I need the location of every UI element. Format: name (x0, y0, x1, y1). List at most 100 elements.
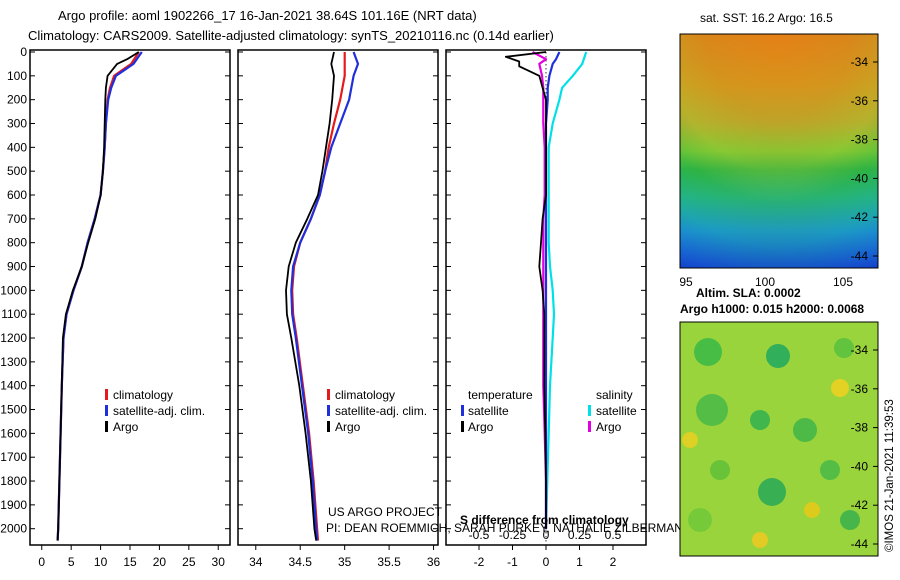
temperature-tick-label: 5 (68, 555, 75, 569)
difference-t-tick-label: -1 (507, 555, 518, 569)
legend-header-temperature: temperature (468, 388, 533, 402)
map-lon-label: 95 (679, 275, 693, 289)
depth-tick-label: 300 (7, 117, 27, 131)
map-lon-label: 105 (833, 275, 853, 289)
temp-line-climatology (56, 51, 140, 541)
difference-s-tick-label: -0.25 (499, 528, 527, 542)
map-lat-label: -42 (851, 498, 869, 512)
sst-map-axes: -34 -36 -38 -40 -42 -44 95 100 105 (679, 55, 878, 289)
depth-tick-label: 200 (7, 93, 27, 107)
sla-map-title: Altim. SLA: 0.0002 (696, 286, 801, 300)
depth-tick-label: 1000 (0, 283, 27, 297)
depth-tick-label: 1100 (1, 307, 27, 321)
map-lon-label: 100 (755, 275, 775, 289)
depth-tick-label: 500 (7, 164, 27, 178)
diff-line-s-argo (532, 51, 548, 529)
map-lat-label: -36 (851, 94, 869, 108)
legend-swatch-climatology (327, 389, 330, 400)
legend-label-satellite-adj: satellite-adj. clim. (335, 404, 427, 418)
difference-title: S difference from climatology (460, 513, 629, 527)
sst-map (679, 33, 879, 269)
depth-axis: 0 100 200 300 400 500 600 700 800 900 1000 1100 1200… (0, 45, 646, 536)
depth-tick-label: 1200 (0, 331, 27, 345)
legend-label-t-argo: Argo (468, 420, 494, 434)
legend-swatch-satellite-adj (327, 405, 330, 416)
legend-swatch-s-argo (588, 421, 591, 432)
difference-series (504, 51, 588, 529)
sla-map (679, 321, 879, 557)
legend-header-salinity: salinity (596, 388, 633, 402)
legend-label-climatology: climatology (113, 388, 173, 402)
legend-label-t-satellite: satellite (468, 404, 509, 418)
legend-swatch-satellite-adj (105, 405, 108, 416)
salinity-series (285, 51, 360, 541)
depth-tick-label: 1600 (0, 426, 27, 440)
difference-s-tick-label: 0.25 (568, 528, 592, 542)
depth-tick-label: 400 (7, 140, 27, 154)
salinity-tick-label: 35.5 (377, 555, 401, 569)
legend-label-s-argo: Argo (596, 420, 622, 434)
depth-tick-label: 2000 (0, 522, 27, 536)
legend-swatch-climatology (105, 389, 108, 400)
title-line-2: Climatology: CARS2009. Satellite-adjuste… (28, 28, 554, 43)
temperature-axis: 0 5 10 15 20 25 30 (38, 545, 225, 569)
legend-swatch-argo (105, 421, 108, 432)
temp-line-argo (56, 51, 140, 541)
sst-map-title: sat. SST: 16.2 Argo: 16.5 (700, 11, 833, 25)
depth-tick-label: 100 (7, 69, 27, 83)
salinity-tick-label: 36 (427, 555, 441, 569)
temperature-tick-label: 15 (123, 555, 137, 569)
legend-swatch-s-satellite (588, 405, 591, 416)
diff-line-t-argo (504, 51, 547, 529)
map-lat-label: -34 (851, 55, 869, 69)
sla-map-axes: -34 -36 -38 -40 -42 -44 (851, 343, 878, 551)
salinity-panel-frame (237, 49, 439, 546)
difference-t-tick-label: -2 (474, 555, 485, 569)
salinity-axis: 34 34.5 35 35.5 36 (249, 545, 441, 569)
temperature-tick-label: 20 (153, 555, 167, 569)
map-lat-label: -36 (851, 382, 869, 396)
depth-tick-label: 900 (7, 260, 27, 274)
salinity-tick-label: 34.5 (289, 555, 313, 569)
temperature-legend: climatology satellite-adj. clim. Argo (105, 388, 205, 434)
legend-label-s-satellite: satellite (596, 404, 637, 418)
difference-t-tick-label: 0 (543, 555, 550, 569)
temperature-series (56, 51, 143, 541)
map-lat-label: -38 (851, 421, 869, 435)
pi-credit: PI: DEAN ROEMMICH, SARAH PURKEY, NATHALI… (326, 521, 771, 535)
temperature-tick-label: 10 (94, 555, 108, 569)
title-line-1: Argo profile: aoml 1902266_17 16-Jan-202… (58, 8, 477, 23)
legend-label-argo: Argo (335, 420, 361, 434)
legend-swatch-t-argo (461, 421, 464, 432)
map-lat-label: -44 (851, 249, 869, 263)
legend-label-climatology: climatology (335, 388, 395, 402)
difference-s-tick-label: 0.5 (605, 528, 622, 542)
depth-tick-label: 600 (7, 188, 27, 202)
sal-line-argo (285, 51, 335, 541)
legend-label-argo: Argo (113, 420, 139, 434)
map-lat-label: -38 (851, 133, 869, 147)
difference-t-tick-label: 2 (610, 555, 617, 569)
sla-map-subtitle: Argo h1000: 0.015 h2000: 0.0068 (680, 302, 864, 316)
difference-t-tick-label: 1 (576, 555, 583, 569)
salinity-tick-label: 35 (338, 555, 352, 569)
map-lat-label: -42 (851, 210, 869, 224)
temperature-tick-label: 0 (38, 555, 45, 569)
map-lat-label: -40 (851, 171, 869, 185)
project-credit: US ARGO PROJECT (328, 505, 443, 519)
depth-tick-label: 1300 (0, 355, 27, 369)
depth-tick-label: 1400 (0, 379, 27, 393)
depth-tick-label: 1900 (0, 498, 27, 512)
sal-line-climatology (291, 52, 346, 541)
temperature-tick-label: 25 (182, 555, 196, 569)
depth-tick-label: 0 (20, 45, 27, 59)
depth-tick-label: 1700 (0, 450, 27, 464)
map-lat-label: -40 (851, 459, 869, 473)
map-lat-label: -44 (851, 537, 869, 551)
legend-label-satellite-adj: satellite-adj. clim. (113, 404, 205, 418)
diff-line-s-satellite (544, 51, 588, 529)
legend-swatch-argo (327, 421, 330, 432)
difference-s-tick-label: -0.5 (469, 528, 490, 542)
depth-tick-label: 800 (7, 236, 27, 250)
